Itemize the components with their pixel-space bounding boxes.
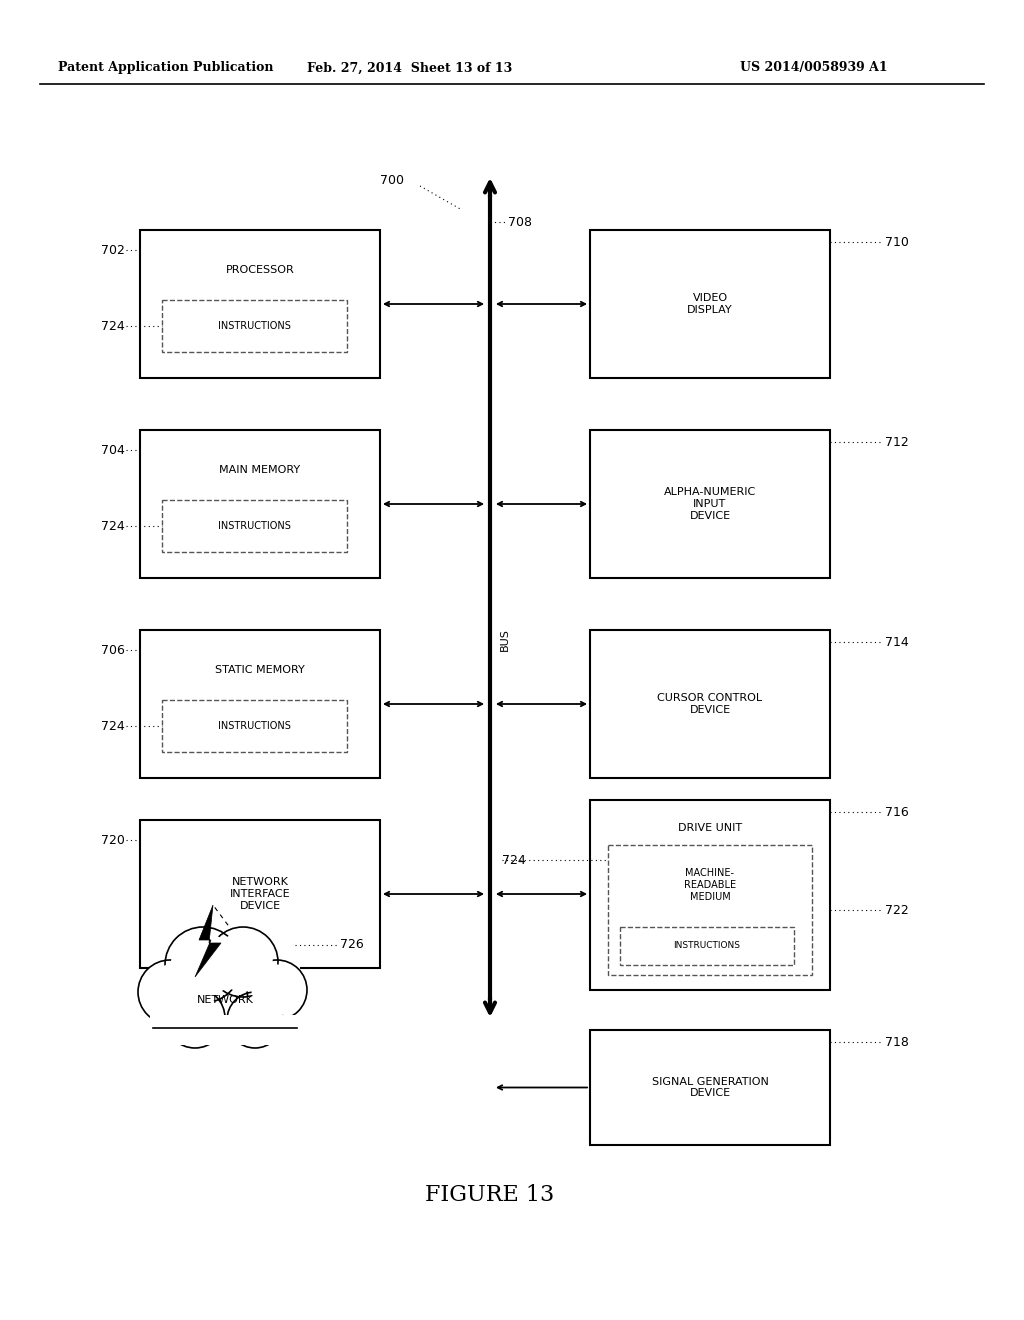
Circle shape	[252, 965, 302, 1015]
Text: BUS: BUS	[500, 628, 510, 652]
Bar	[140, 430, 380, 578]
Circle shape	[231, 997, 279, 1044]
Text: INSTRUCTIONS: INSTRUCTIONS	[218, 321, 291, 331]
Text: Feb. 27, 2014  Sheet 13 of 13: Feb. 27, 2014 Sheet 13 of 13	[307, 62, 513, 74]
Bar	[620, 927, 794, 965]
Text: Patent Application Publication: Patent Application Publication	[58, 62, 273, 74]
Text: 716: 716	[885, 805, 908, 818]
Circle shape	[171, 933, 236, 998]
Circle shape	[138, 960, 202, 1024]
Circle shape	[247, 960, 307, 1020]
Text: INSTRUCTIONS: INSTRUCTIONS	[218, 521, 291, 531]
Polygon shape	[195, 906, 221, 977]
Text: 706: 706	[101, 644, 125, 656]
Circle shape	[142, 965, 198, 1019]
Bar	[140, 230, 380, 378]
Text: DRIVE UNIT: DRIVE UNIT	[678, 822, 742, 833]
Bar	[162, 700, 347, 752]
Text: 726: 726	[340, 939, 364, 952]
Text: 712: 712	[885, 436, 908, 449]
Text: SIGNAL GENERATION
DEVICE: SIGNAL GENERATION DEVICE	[651, 1077, 768, 1098]
Text: 724: 724	[101, 319, 125, 333]
Text: MAIN MEMORY: MAIN MEMORY	[219, 465, 301, 475]
Circle shape	[213, 932, 272, 991]
Bar	[140, 820, 380, 968]
Text: 724: 724	[101, 520, 125, 532]
Text: 714: 714	[885, 635, 908, 648]
Bar	[590, 430, 830, 578]
Circle shape	[227, 993, 283, 1048]
Text: PROCESSOR: PROCESSOR	[225, 265, 294, 275]
Bar	[162, 500, 347, 552]
Text: US 2014/0058939 A1: US 2014/0058939 A1	[740, 62, 888, 74]
Text: 720: 720	[101, 833, 125, 846]
Text: 700: 700	[380, 173, 404, 186]
Text: 724: 724	[502, 854, 525, 866]
Text: CURSOR CONTROL
DEVICE: CURSOR CONTROL DEVICE	[657, 693, 763, 715]
Text: 702: 702	[101, 243, 125, 256]
Text: NETWORK
INTERFACE
DEVICE: NETWORK INTERFACE DEVICE	[229, 878, 291, 911]
Bar	[590, 230, 830, 378]
Circle shape	[165, 927, 241, 1003]
Text: 722: 722	[885, 903, 908, 916]
Text: INSTRUCTIONS: INSTRUCTIONS	[674, 941, 740, 950]
Text: MACHINE-
READABLE
MEDIUM: MACHINE- READABLE MEDIUM	[684, 869, 736, 902]
Bar	[150, 1015, 300, 1045]
Bar	[608, 845, 812, 975]
Circle shape	[165, 987, 225, 1048]
Text: 724: 724	[101, 719, 125, 733]
Circle shape	[170, 993, 220, 1044]
Bar	[162, 300, 347, 352]
Text: ALPHA-NUMERIC
INPUT
DEVICE: ALPHA-NUMERIC INPUT DEVICE	[664, 487, 756, 520]
Bar	[140, 630, 380, 777]
Text: 704: 704	[101, 444, 125, 457]
Bar	[590, 800, 830, 990]
Text: VIDEO
DISPLAY: VIDEO DISPLAY	[687, 293, 733, 314]
Bar	[590, 630, 830, 777]
Circle shape	[208, 927, 278, 997]
Text: 710: 710	[885, 235, 909, 248]
Bar	[150, 960, 300, 1030]
Text: 718: 718	[885, 1035, 909, 1048]
Bar	[590, 1030, 830, 1144]
Text: STATIC MEMORY: STATIC MEMORY	[215, 665, 305, 675]
Text: NETWORK: NETWORK	[197, 995, 253, 1005]
Text: 708: 708	[508, 215, 532, 228]
Text: FIGURE 13: FIGURE 13	[425, 1184, 555, 1206]
Text: INSTRUCTIONS: INSTRUCTIONS	[218, 721, 291, 731]
